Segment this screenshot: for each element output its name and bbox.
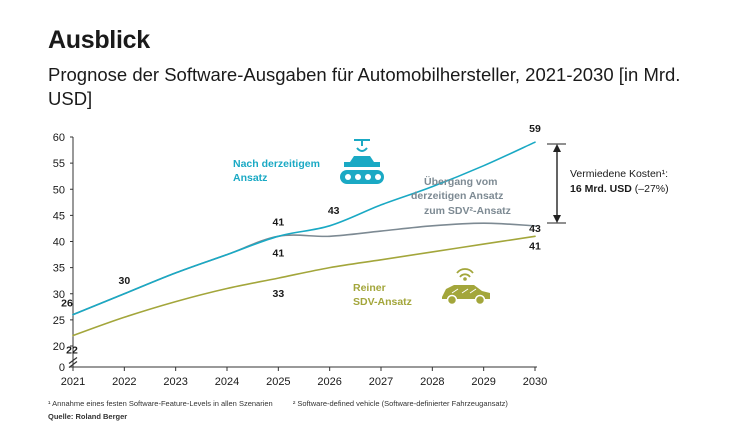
- connected-car-icon: [442, 268, 490, 306]
- x-tick-label: 2026: [317, 376, 341, 388]
- y-tick-label: 55: [53, 158, 65, 170]
- data-label: 43: [328, 205, 340, 217]
- y-tick-label: 0: [59, 362, 65, 374]
- x-tick-label: 2027: [369, 376, 393, 388]
- footnotes: ¹ Annahme eines festen Software-Feature-…: [48, 399, 526, 408]
- y-tick-label: 20: [53, 341, 65, 353]
- footnote-1: ¹ Annahme eines festen Software-Feature-…: [48, 399, 273, 408]
- data-label: 22: [66, 345, 78, 357]
- source-note: Quelle: Roland Berger: [48, 412, 128, 421]
- series-label-current-2: Ansatz: [233, 172, 267, 184]
- avoided-costs-value-line: 16 Mrd. USD (–27%): [570, 183, 669, 195]
- series-line-sdv: [72, 235, 536, 337]
- data-label: 26: [61, 298, 73, 310]
- avoided-costs-pct: (–27%): [635, 183, 669, 195]
- data-label: 43: [529, 223, 541, 235]
- x-tick-label: 2025: [266, 376, 290, 388]
- x-tick-label: 2028: [420, 376, 444, 388]
- y-tick-label: 40: [53, 237, 65, 249]
- x-tick-label: 2030: [523, 376, 547, 388]
- factory-conveyor-icon: [340, 139, 384, 184]
- x-tick-label: 2029: [471, 376, 495, 388]
- data-label: 41: [529, 240, 541, 252]
- page-title: Ausblick: [48, 26, 150, 54]
- series-label-sdv-1: Reiner: [353, 282, 386, 294]
- series-lines: [72, 141, 536, 337]
- x-tick-label: 2024: [215, 376, 239, 388]
- avoided-costs-label: Vermiedene Kosten¹:: [570, 168, 668, 180]
- chart-subtitle: Prognose der Software-Ausgaben für Autom…: [48, 64, 681, 109]
- series-label-transition-3: zum SDV²-Ansatz: [424, 205, 511, 217]
- data-label: 41: [272, 247, 284, 259]
- series-line-current: [72, 141, 536, 316]
- x-tick-label: 2022: [112, 376, 136, 388]
- y-tick-label: 45: [53, 210, 65, 222]
- data-labels: 26 30 41 43 59 41 43 22 33 41: [61, 123, 541, 356]
- y-tick-label: 60: [53, 132, 65, 144]
- data-label: 41: [272, 216, 284, 228]
- y-tick-label: 25: [53, 315, 65, 327]
- x-tick-label: 2023: [163, 376, 187, 388]
- avoided-costs-value: 16 Mrd. USD: [570, 183, 632, 195]
- series-label-transition-1: Übergang vom: [424, 175, 498, 188]
- data-label: 30: [118, 275, 130, 287]
- footnote-2: ² Software-defined vehicle (Software-def…: [292, 399, 508, 408]
- y-tick-label: 35: [53, 263, 65, 275]
- data-label: 33: [272, 288, 284, 300]
- y-tick-label: 50: [53, 184, 65, 196]
- series-label-transition-2: derzeitigen Ansatz: [411, 190, 503, 202]
- series-label-sdv-2: SDV-Ansatz: [353, 296, 412, 308]
- axis-break-mark: [68, 357, 78, 364]
- double-arrow-icon: [547, 143, 566, 224]
- x-tick-label: 2021: [61, 376, 85, 388]
- y-tick-label: 30: [53, 289, 65, 301]
- data-label: 59: [529, 123, 541, 135]
- series-label-current-1: Nach derzeitigem: [233, 158, 320, 170]
